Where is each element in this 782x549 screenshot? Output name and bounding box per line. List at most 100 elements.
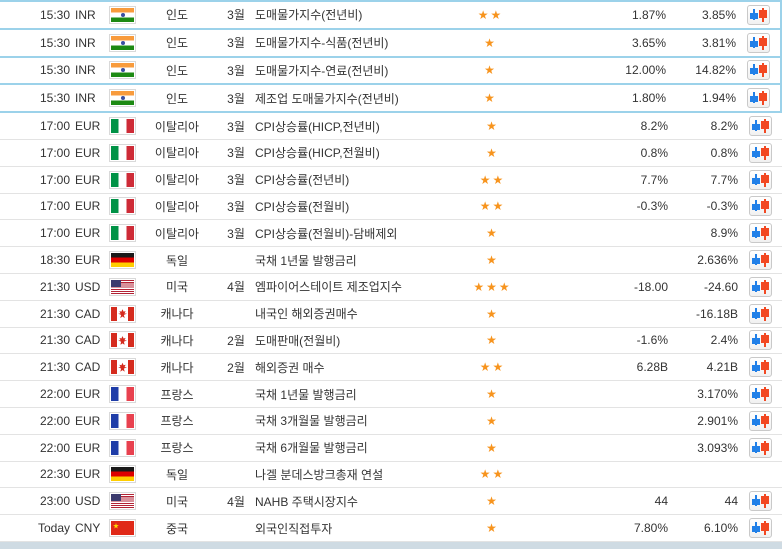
event-row[interactable]: 17:00 EUR 이탈리아 3월 CPI상승률(전년비) ★★ 7.7% 7.… — [0, 165, 782, 193]
chart-button[interactable] — [748, 250, 772, 271]
chart-button[interactable] — [748, 384, 772, 405]
chart-button[interactable] — [748, 223, 772, 244]
actual-value: 7.80% — [633, 521, 668, 536]
event-month: 3월 — [227, 226, 245, 241]
event-time: 23:00 — [39, 494, 70, 509]
event-row[interactable]: 22:00 EUR 프랑스 국채 1년물 발행금리 ★ 3.170% — [0, 380, 782, 407]
importance-stars: ★ — [486, 226, 499, 241]
event-row[interactable]: 23:00 USD 미국 4월 NAHB 주택시장지수 ★ 44 44 — [0, 487, 782, 515]
event-row[interactable]: 21:30 USD 미국 4월 엠파이어스테이트 제조업지수 ★★★ -18.0… — [0, 272, 782, 300]
previous-value: 4.21B — [706, 360, 738, 375]
chart-button[interactable] — [748, 437, 772, 458]
event-name[interactable]: 도매물가지수(전년비) — [255, 8, 363, 23]
event-name[interactable]: 도매물가지수-식품(전년비) — [255, 36, 389, 51]
event-name[interactable]: 국채 1년물 발행금리 — [255, 253, 357, 268]
italy-flag — [109, 117, 136, 136]
event-month — [217, 301, 255, 327]
event-month: 3월 — [227, 199, 245, 214]
actual-value: 7.7% — [640, 172, 668, 187]
india-flag — [109, 89, 136, 108]
event-row[interactable]: 17:00 EUR 이탈리아 3월 CPI상승률(전월비) ★★ -0.3% -… — [0, 192, 782, 220]
chart-button[interactable] — [748, 303, 772, 324]
actual-value — [565, 462, 668, 488]
event-row[interactable]: 18:30 EUR 독일 국채 1년물 발행금리 ★ 2.636% — [0, 246, 782, 273]
event-name[interactable]: CPI상승률(전년비) — [255, 173, 350, 188]
country-name: 프랑스 — [160, 387, 194, 402]
event-row[interactable]: 22:00 EUR 프랑스 국채 6개월물 발행금리 ★ 3.093% — [0, 433, 782, 461]
event-name[interactable]: CPI상승률(전월비)-담배제외 — [255, 226, 398, 241]
chart-button[interactable] — [748, 196, 772, 217]
event-row[interactable]: Today CNY 중국 외국인직접투자 ★ 7.80% 6.10% — [0, 514, 782, 542]
event-row[interactable]: 17:00 EUR 이탈리아 3월 CPI상승률(HICP,전월비) ★ 0.8… — [0, 138, 782, 166]
actual-value — [565, 408, 668, 434]
actual-value: 44 — [654, 494, 668, 509]
event-name[interactable]: CPI상승률(HICP,전월비) — [255, 146, 380, 161]
event-name[interactable]: 국채 3개월물 발행금리 — [255, 414, 368, 429]
event-name[interactable]: 외국인직접투자 — [255, 521, 333, 536]
event-time: 21:30 — [39, 306, 70, 321]
event-name[interactable]: 제조업 도매물가지수(전년비) — [255, 91, 399, 106]
event-month — [217, 515, 255, 541]
chart-button[interactable] — [746, 32, 770, 53]
event-row[interactable]: 15:30 INR 인도 3월 제조업 도매물가지수(전년비) ★ 1.80% … — [0, 83, 782, 114]
country-name: 이탈리아 — [154, 119, 200, 134]
event-row[interactable]: 22:00 EUR 프랑스 국채 3개월물 발행금리 ★ 2.901% — [0, 406, 782, 434]
chart-button[interactable] — [748, 410, 772, 431]
candlestick-chart-icon — [750, 117, 771, 135]
event-row[interactable]: 22:30 EUR 독일 나겔 분데스방크총재 연설 ★★ — [0, 460, 782, 488]
event-name[interactable]: NAHB 주택시장지수 — [255, 494, 358, 509]
event-row[interactable]: 17:00 EUR 이탈리아 3월 CPI상승률(HICP,전년비) ★ 8.2… — [0, 113, 782, 139]
chart-cell — [738, 274, 782, 300]
event-name[interactable]: 엠파이어스테이트 제조업지수 — [255, 280, 402, 295]
event-row[interactable]: 15:30 INR 인도 3월 도매물가지수-식품(전년비) ★ 3.65% 3… — [0, 27, 782, 56]
chart-button[interactable] — [748, 169, 772, 190]
event-name[interactable]: 도매물가지수-연료(전년비) — [255, 63, 389, 78]
chart-cell — [736, 85, 780, 111]
event-name[interactable]: CPI상승률(전월비) — [255, 199, 350, 214]
event-row[interactable]: 21:30 CAD 캐나다 2월 해외증권 매수 ★★ 6.28B 4.21B — [0, 353, 782, 381]
chart-button[interactable] — [746, 88, 770, 109]
event-time: Today — [37, 521, 70, 536]
chart-button[interactable] — [748, 518, 772, 539]
event-row[interactable]: 21:30 CAD 캐나다 2월 도매판매(전월비) ★ -1.6% 2.4% — [0, 326, 782, 354]
event-month: 2월 — [227, 360, 245, 375]
country-name: 이탈리아 — [154, 146, 200, 161]
event-name[interactable]: 국채 1년물 발행금리 — [255, 387, 357, 402]
chart-cell — [736, 2, 780, 28]
event-name[interactable]: 내국인 해외증권매수 — [255, 307, 358, 322]
event-row[interactable]: 17:00 EUR 이탈리아 3월 CPI상승률(전월비)-담배제외 ★ 8.9… — [0, 219, 782, 247]
chart-button[interactable] — [748, 330, 772, 351]
event-name[interactable]: CPI상승률(HICP,전년비) — [255, 119, 380, 134]
event-month: 3월 — [227, 63, 245, 78]
event-name[interactable]: 해외증권 매수 — [255, 360, 325, 375]
country-name: 미국 — [165, 494, 189, 509]
chart-button[interactable] — [748, 142, 772, 163]
event-time: 15:30 — [39, 91, 70, 106]
currency-code: INR — [75, 7, 96, 22]
event-name[interactable]: 도매판매(전월비) — [255, 333, 341, 348]
chart-button[interactable] — [748, 357, 772, 378]
importance-stars: ★ — [486, 253, 499, 268]
actual-value: -0.3% — [636, 199, 668, 214]
event-name[interactable]: 나겔 분데스방크총재 연설 — [255, 467, 384, 482]
event-row[interactable]: 15:30 INR 인도 3월 도매물가지수-연료(전년비) ★ 12.00% … — [0, 55, 782, 84]
event-row[interactable]: 21:30 CAD 캐나다 내국인 해외증권매수 ★ -16.18B — [0, 299, 782, 327]
bottom-panel-edge — [0, 542, 782, 549]
country-name: 캐나다 — [160, 307, 194, 322]
chart-cell — [738, 113, 782, 139]
chart-button[interactable] — [748, 276, 772, 297]
previous-value: 2.901% — [697, 413, 738, 428]
actual-value: 8.2% — [640, 119, 668, 134]
event-time: 21:30 — [39, 333, 70, 348]
chart-button[interactable] — [746, 60, 770, 81]
chart-button[interactable] — [746, 4, 770, 25]
event-month: 4월 — [227, 494, 245, 509]
chart-button[interactable] — [748, 116, 772, 137]
event-time: 17:00 — [39, 119, 70, 134]
event-row[interactable]: 15:30 INR 인도 3월 도매물가지수(전년비) ★★ 1.87% 3.8… — [0, 0, 782, 28]
chart-button[interactable] — [748, 491, 772, 512]
event-time: 15:30 — [39, 63, 70, 78]
importance-stars: ★ — [486, 306, 499, 321]
country-name: 프랑스 — [160, 414, 194, 429]
event-name[interactable]: 국채 6개월물 발행금리 — [255, 441, 368, 456]
